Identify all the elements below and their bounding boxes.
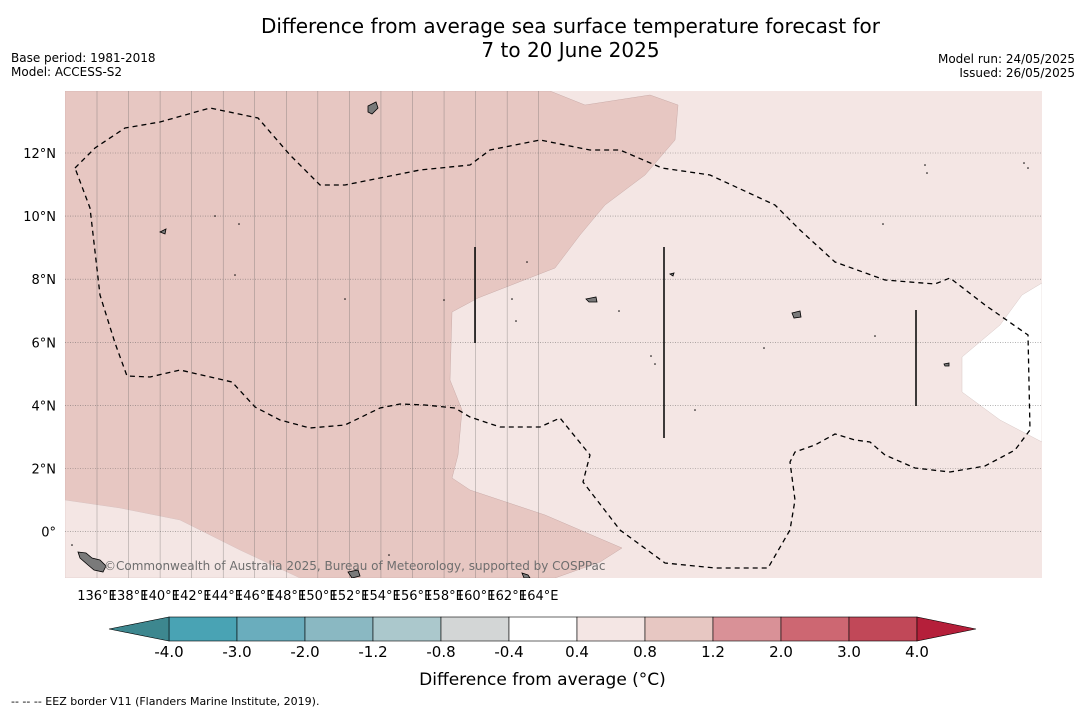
- issued-date: Issued: 26/05/2025: [959, 66, 1075, 80]
- graticule: [65, 91, 1042, 578]
- x-tick-label: 144°E: [203, 589, 243, 604]
- island-small-4: [347, 569, 361, 578]
- colorbar-tick-label: -3.0: [222, 643, 252, 661]
- colorbar-title: Difference from average (°C): [419, 670, 666, 690]
- y-tick-label: 4°N: [32, 399, 57, 414]
- x-tick-label: 154°E: [361, 589, 401, 604]
- x-tick-label: 152°E: [330, 589, 370, 604]
- island-kosrae: [943, 362, 950, 367]
- islands: [77, 101, 950, 578]
- x-tick-label: 138°E: [109, 589, 149, 604]
- map-title: Difference from average sea surface temp…: [0, 14, 1085, 62]
- x-tick-label: 158°E: [424, 589, 464, 604]
- colorbar-swatch: [712, 616, 782, 642]
- title-line-1: Difference from average sea surface temp…: [260, 14, 880, 38]
- colorbar-tick-label: 4.0: [905, 643, 929, 661]
- x-tick-label: 162°E: [487, 589, 527, 604]
- y-tick-label: 8°N: [32, 273, 57, 288]
- eez-border: [74, 107, 1031, 569]
- x-tick-label: 160°E: [456, 589, 496, 604]
- colorbar-swatch: [508, 616, 578, 642]
- y-tick-label: 2°N: [32, 463, 57, 478]
- x-tick-label: 148°E: [267, 589, 307, 604]
- meta-right: Model run: 24/05/2025 Issued: 26/05/2025: [938, 52, 1075, 80]
- colorbar-tick-label: 1.2: [701, 643, 725, 661]
- x-tick-label: 146°E: [235, 589, 275, 604]
- meta-left: Base period: 1981-2018 Model: ACCESS-S2: [11, 51, 156, 79]
- y-tick-label: 10°N: [23, 210, 56, 225]
- x-tick-label: 150°E: [298, 589, 338, 604]
- island-small-2: [669, 272, 675, 277]
- y-tick-label: 6°N: [32, 336, 57, 351]
- model-run: Model run: 24/05/2025: [937, 52, 1075, 66]
- island-guam: [367, 101, 379, 115]
- atolls: [71, 162, 1029, 556]
- colorbar-swatch: [440, 616, 510, 642]
- x-tick-label: 164°E: [519, 589, 559, 604]
- x-tick-label: 136°E: [77, 589, 117, 604]
- y-tick-labels: 12°N 10°N 8°N 6°N 4°N 2°N 0°: [23, 147, 56, 541]
- colorbar-swatch: [644, 616, 714, 642]
- island-small-1: [159, 228, 167, 235]
- colorbar-tick-label: -1.2: [358, 643, 388, 661]
- base-period: Base period: 1981-2018: [11, 51, 156, 65]
- colorbar-swatch: [848, 616, 918, 642]
- island-chuuk: [585, 296, 598, 303]
- colorbar-swatch: [780, 616, 850, 642]
- island-small-3: [521, 572, 531, 578]
- y-tick-label: 12°N: [23, 147, 56, 162]
- colorbar-swatch: [168, 616, 238, 642]
- y-tick-label: 0°: [41, 526, 56, 541]
- map-plot-area: [65, 91, 1042, 578]
- colorbar-tick-label: 2.0: [769, 643, 793, 661]
- anomaly-region-0.8-1.2: [65, 91, 679, 578]
- colorbar-swatch: [372, 616, 442, 642]
- colorbar-swatch: [576, 616, 646, 642]
- colorbar-swatch: [304, 616, 374, 642]
- colorbar-swatch: [236, 616, 306, 642]
- colorbar-tick-label: -4.0: [154, 643, 184, 661]
- anomaly-region-0.4-0.8-southwest: [65, 499, 301, 578]
- anomaly-region-near-zero: [961, 282, 1042, 443]
- colorbar-tick-label: 0.4: [565, 643, 589, 661]
- eez-footnote: -- -- -- EEZ border V11 (Flanders Marine…: [11, 695, 320, 708]
- model-name: Model: ACCESS-S2: [11, 65, 123, 79]
- colorbar-tick-label: -0.8: [426, 643, 456, 661]
- copyright-text: ©Commonwealth of Australia 2025, Bureau …: [104, 559, 606, 573]
- x-tick-label: 140°E: [140, 589, 180, 604]
- title-line-2: 7 to 20 June 2025: [481, 38, 660, 62]
- x-tick-label: 142°E: [172, 589, 212, 604]
- colorbar-tick-label: -0.4: [494, 643, 524, 661]
- colorbar: [108, 616, 977, 642]
- colorbar-tick-label: 0.8: [633, 643, 657, 661]
- colorbar-tick-label: -2.0: [290, 643, 320, 661]
- island-pohnpei: [791, 310, 802, 319]
- x-tick-label: 156°E: [393, 589, 433, 604]
- x-tick-labels: 136°E138°E140°E142°E144°E146°E148°E150°E…: [77, 589, 558, 604]
- colorbar-tick-label: 3.0: [837, 643, 861, 661]
- island-new-guinea-west: [77, 551, 107, 573]
- colorbar-under-arrow: [108, 616, 170, 642]
- colorbar-over-arrow: [916, 616, 977, 642]
